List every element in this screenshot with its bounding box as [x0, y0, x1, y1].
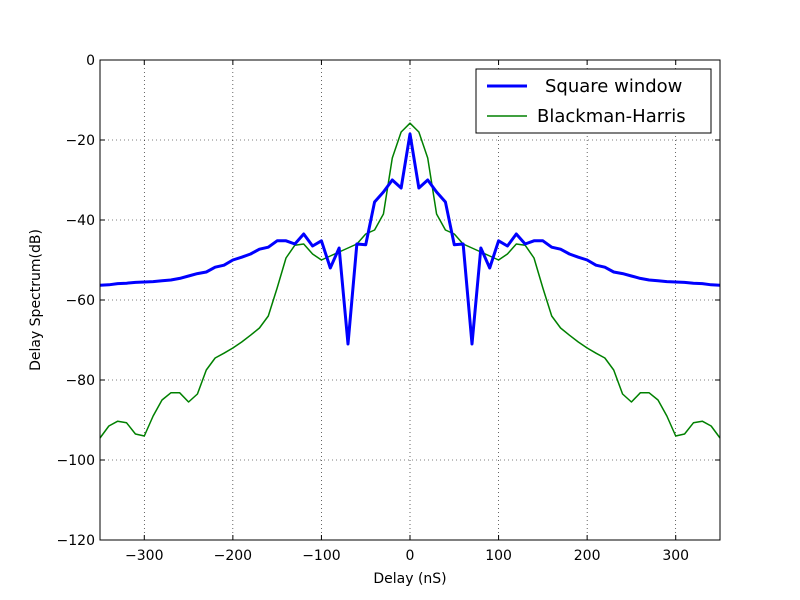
x-tick-label: 100 [485, 548, 512, 564]
x-axis-label: Delay (nS) [373, 571, 446, 587]
y-tick-label: −60 [65, 293, 95, 309]
x-tick-label: −100 [302, 548, 340, 564]
axis-ticks [100, 59, 720, 541]
series-layer [99, 122, 721, 439]
legend-label-blackman-harris: Blackman-Harris [537, 106, 686, 127]
y-tick-label: −120 [57, 533, 95, 549]
legend-label-square-window: Square window [545, 76, 682, 97]
tick-labels: −300 −200 −100 0 100 200 300 0 −20 −40 −60 −80 −100 −… [57, 53, 690, 564]
x-tick-label: −300 [125, 548, 163, 564]
series-line-blackman-harris [99, 122, 721, 439]
series-line-square-window [99, 132, 721, 346]
y-tick-label: −20 [65, 133, 95, 149]
y-tick-label: −80 [65, 373, 95, 389]
y-axis-label: Delay Spectrum(dB) [28, 229, 44, 371]
legend-box [475, 68, 712, 134]
y-tick-label: −100 [57, 453, 95, 469]
x-tick-label: −200 [214, 548, 252, 564]
x-tick-label: 0 [406, 548, 415, 564]
legend: Square window Blackman-Harris [475, 68, 712, 134]
x-tick-label: 300 [662, 548, 689, 564]
y-tick-label: 0 [86, 53, 95, 69]
x-tick-label: 200 [574, 548, 601, 564]
y-tick-label: −40 [65, 213, 95, 229]
